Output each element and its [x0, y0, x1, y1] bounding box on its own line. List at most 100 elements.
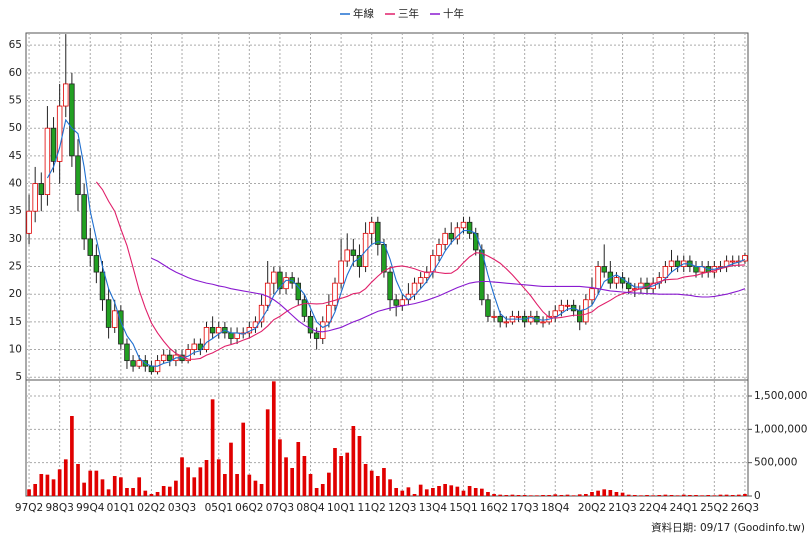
candle-body [564, 304, 571, 307]
x-tick-label: 07Q3 [266, 502, 294, 514]
volume-bar [345, 452, 350, 496]
candle-body [130, 360, 136, 367]
volume-bar [418, 484, 423, 496]
candle-body [466, 221, 473, 234]
volume-bar [265, 409, 270, 496]
candle-body [75, 155, 81, 196]
volume-bar [675, 495, 680, 496]
candle-body [497, 315, 503, 323]
volume-bar [516, 495, 521, 496]
volume-bar [669, 495, 674, 496]
volume-bar [39, 474, 44, 496]
candle-body [50, 127, 57, 162]
candle-body [105, 299, 112, 328]
volume-bar [504, 495, 509, 496]
volume-bar [284, 457, 288, 496]
candle-body [99, 271, 106, 301]
volume-bar [467, 486, 472, 496]
x-tick-label: 02Q2 [137, 502, 165, 514]
x-tick-label: 20Q2 [578, 502, 606, 514]
candle-body [167, 354, 173, 362]
volume-bar [706, 495, 711, 496]
volume-bar [223, 474, 227, 496]
volume-bar [51, 479, 56, 496]
x-tick-label: 11Q2 [358, 502, 386, 514]
volume-bar [57, 469, 62, 496]
candle-body [203, 327, 210, 350]
volume-bar [455, 486, 460, 496]
candle-body [583, 299, 589, 323]
y-tick-label: 55 [9, 95, 22, 107]
volume-bar [522, 495, 527, 496]
x-tick-label: 12Q3 [388, 502, 416, 514]
candle-body [662, 266, 669, 279]
volume-bar [535, 495, 539, 496]
candle-body [448, 232, 454, 240]
y2-tick-label: 500,000 [754, 457, 797, 469]
volume-bar [314, 488, 319, 496]
candle-body [368, 221, 375, 234]
volume-bar [375, 476, 380, 496]
candle-body [350, 249, 357, 256]
y-tick-label: 60 [9, 67, 22, 79]
volume-bar [541, 495, 545, 496]
candle-body [540, 321, 546, 324]
x-tick-label: 08Q4 [296, 502, 325, 514]
candle-body [26, 210, 32, 234]
volume-bar [100, 479, 105, 496]
volume-bar [694, 495, 698, 496]
y2-tick-label: 1,000,000 [754, 423, 807, 435]
volume-bar [437, 486, 441, 496]
candle-body [295, 282, 302, 301]
y-tick-label: 35 [9, 205, 22, 217]
volume-bar [296, 442, 301, 496]
volume-bar [743, 494, 747, 496]
volume-bar [119, 477, 123, 496]
x-tick-label: 25Q2 [700, 502, 728, 514]
candle-body [491, 315, 497, 318]
candle-body [601, 266, 607, 273]
volume-bar [461, 490, 466, 496]
volume-bar [730, 495, 735, 496]
volume-bar [639, 495, 643, 496]
volume-bar [278, 439, 282, 496]
volume-bar [155, 492, 160, 496]
volume-bar [400, 490, 405, 496]
y-tick-label: 10 [9, 344, 22, 356]
candle-body [63, 83, 69, 107]
volume-bar [645, 495, 649, 496]
volume-bar [333, 448, 337, 496]
x-tick-label: 98Q3 [45, 502, 73, 514]
volume-bar [688, 495, 692, 496]
candle-body [81, 194, 87, 240]
candle-body [742, 255, 748, 262]
volume-bar [198, 467, 203, 496]
candle-body [460, 221, 467, 229]
legend-label: 年線 [353, 7, 374, 20]
candle-body [344, 249, 350, 262]
volume-bar [357, 436, 362, 496]
candle-body [283, 277, 289, 290]
volume-bar [571, 495, 576, 496]
volume-bar [70, 416, 74, 496]
x-tick-label: 99Q4 [76, 502, 105, 514]
x-tick-label: 03Q3 [168, 502, 196, 514]
candle-body [485, 299, 491, 317]
x-tick-label: 17Q3 [511, 502, 539, 514]
x-tick-label: 24Q1 [670, 502, 698, 514]
candle-body [277, 271, 283, 290]
volume-bar [186, 467, 190, 496]
volume-bar [241, 422, 246, 496]
candle-body [87, 238, 93, 256]
candle-body [326, 304, 332, 323]
candle-body [124, 343, 130, 362]
volume-bar [712, 495, 717, 496]
volume-bar [45, 474, 50, 496]
volume-bar [180, 457, 184, 496]
x-tick-label: 15Q1 [449, 502, 477, 514]
volume-bar [547, 495, 551, 496]
volume-bar [112, 476, 117, 496]
ma-line [46, 118, 746, 367]
volume-bar [382, 468, 386, 496]
